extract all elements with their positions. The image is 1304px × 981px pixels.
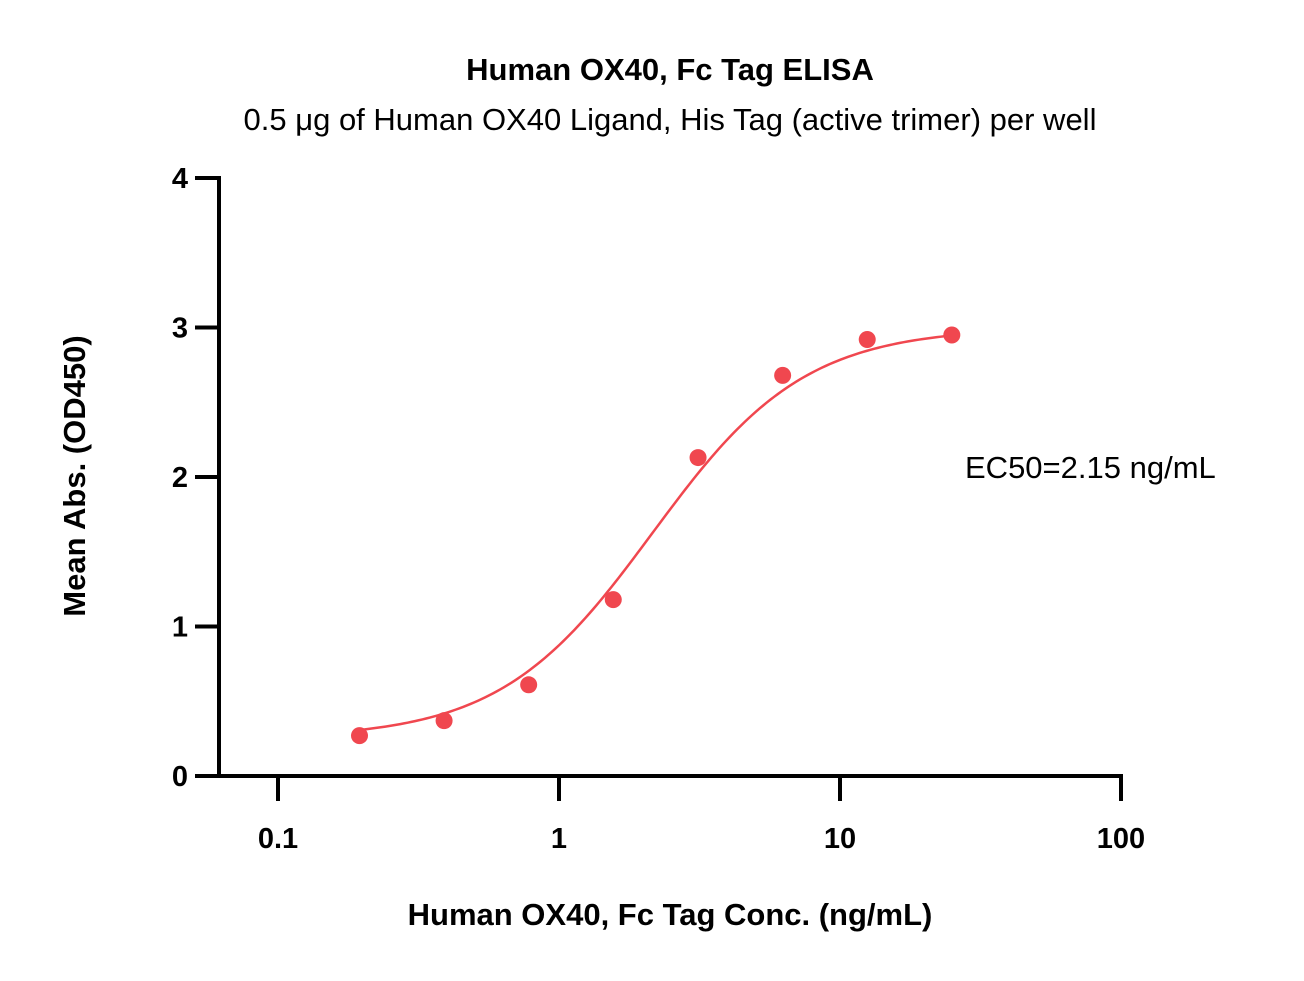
data-point bbox=[604, 591, 622, 609]
y-tick-label: 0 bbox=[172, 761, 188, 793]
data-point bbox=[520, 676, 538, 694]
x-tick-label: 0.1 bbox=[258, 823, 298, 855]
y-axis-label: Mean Abs. (OD450) bbox=[57, 335, 92, 616]
x-tick-label: 100 bbox=[1097, 823, 1145, 855]
x-tick-label: 10 bbox=[824, 823, 856, 855]
data-points-layer bbox=[350, 326, 961, 745]
data-point bbox=[858, 330, 876, 348]
data-point bbox=[435, 712, 453, 730]
x-axis-label: Human OX40, Fc Tag Conc. (ng/mL) bbox=[408, 897, 933, 932]
axes: 0 1 2 3 4 0.1 1 10 100 bbox=[172, 163, 1145, 855]
fit-curve bbox=[359, 334, 952, 732]
x-tick-label: 1 bbox=[551, 823, 567, 855]
fit-curve-layer bbox=[359, 334, 952, 732]
chart-title: Human OX40, Fc Tag ELISA bbox=[466, 52, 874, 87]
chart-subtitle: 0.5 μg of Human OX40 Ligand, His Tag (ac… bbox=[244, 102, 1097, 137]
y-tick-label: 3 bbox=[172, 313, 188, 345]
ec50-annotation: EC50=2.15 ng/mL bbox=[965, 450, 1216, 485]
y-tick-label: 4 bbox=[172, 163, 188, 195]
y-tick-label: 2 bbox=[172, 462, 188, 494]
y-tick-label: 1 bbox=[172, 612, 188, 644]
data-point bbox=[943, 326, 961, 344]
data-point bbox=[350, 727, 368, 745]
data-point bbox=[689, 449, 707, 467]
data-point bbox=[774, 366, 792, 384]
